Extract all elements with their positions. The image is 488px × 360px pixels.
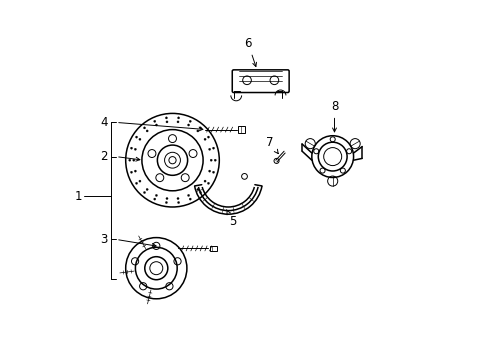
- Circle shape: [146, 188, 148, 190]
- Circle shape: [187, 124, 189, 126]
- Text: 2: 2: [100, 150, 108, 163]
- Circle shape: [196, 130, 199, 132]
- Bar: [210, 246, 216, 251]
- Circle shape: [143, 192, 145, 194]
- Circle shape: [139, 180, 141, 182]
- Circle shape: [203, 138, 206, 140]
- Circle shape: [134, 148, 136, 150]
- Circle shape: [199, 127, 201, 129]
- Circle shape: [165, 121, 168, 123]
- Circle shape: [130, 171, 132, 173]
- Circle shape: [210, 159, 212, 161]
- Circle shape: [165, 197, 168, 199]
- Circle shape: [177, 202, 179, 204]
- Circle shape: [155, 194, 157, 197]
- Circle shape: [135, 136, 137, 138]
- Circle shape: [143, 127, 145, 129]
- Text: 3: 3: [100, 233, 107, 246]
- Text: 5: 5: [226, 210, 236, 228]
- Text: 7: 7: [265, 136, 278, 154]
- Text: 4: 4: [100, 116, 108, 129]
- Circle shape: [128, 159, 131, 161]
- Circle shape: [208, 170, 210, 172]
- Circle shape: [155, 124, 157, 126]
- Circle shape: [189, 198, 191, 200]
- Circle shape: [177, 197, 179, 199]
- Circle shape: [196, 188, 199, 190]
- Circle shape: [153, 198, 156, 200]
- Circle shape: [207, 182, 209, 184]
- Circle shape: [199, 192, 201, 194]
- Circle shape: [139, 138, 141, 140]
- Circle shape: [135, 182, 137, 184]
- Circle shape: [177, 117, 179, 119]
- Circle shape: [187, 194, 189, 197]
- Circle shape: [134, 170, 136, 172]
- Bar: [238, 126, 244, 133]
- Circle shape: [177, 121, 179, 123]
- Circle shape: [130, 147, 132, 149]
- Circle shape: [214, 159, 216, 161]
- Circle shape: [153, 120, 156, 122]
- Circle shape: [132, 159, 135, 161]
- Text: 6: 6: [244, 37, 256, 67]
- Circle shape: [207, 136, 209, 138]
- Circle shape: [212, 171, 214, 173]
- Circle shape: [203, 180, 206, 182]
- Circle shape: [208, 148, 210, 150]
- Text: 8: 8: [330, 100, 338, 132]
- Text: 1: 1: [75, 190, 82, 203]
- Circle shape: [165, 117, 167, 119]
- Circle shape: [189, 120, 191, 122]
- Circle shape: [212, 147, 214, 149]
- Circle shape: [165, 202, 167, 204]
- Circle shape: [146, 130, 148, 132]
